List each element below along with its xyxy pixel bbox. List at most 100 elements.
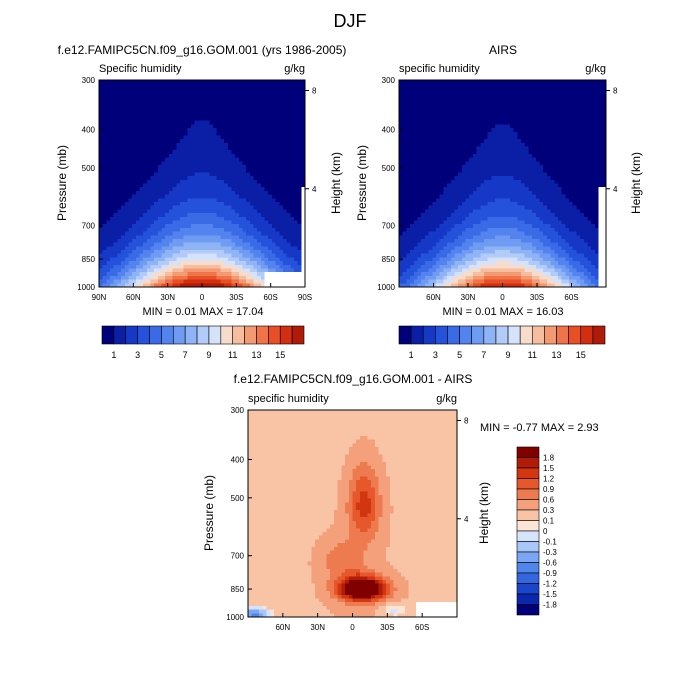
contour-cell xyxy=(106,268,111,273)
contour-cell xyxy=(235,209,240,214)
contour-cell xyxy=(428,139,433,144)
contour-cell xyxy=(598,131,603,137)
contour-cell xyxy=(113,268,118,273)
contour-cell xyxy=(594,183,600,188)
contour-cell xyxy=(176,279,181,284)
contour-cell xyxy=(143,279,148,284)
contour-cell xyxy=(495,131,500,137)
contour-cell xyxy=(198,142,203,148)
contour-cell xyxy=(264,235,269,240)
contour-cell xyxy=(227,235,233,240)
contour-cell xyxy=(286,179,291,185)
contour-cell xyxy=(447,172,452,177)
contour-cell xyxy=(275,80,280,85)
contour-cell xyxy=(301,213,306,218)
contour-cell xyxy=(268,190,273,196)
contour-cell xyxy=(410,183,415,188)
contour-cell xyxy=(102,98,107,103)
contour-cell xyxy=(561,176,566,181)
contour-cell xyxy=(227,116,233,122)
contour-cell xyxy=(224,194,229,199)
contour-cell xyxy=(260,168,266,174)
contour-cell xyxy=(580,179,585,185)
contour-cell xyxy=(202,98,207,103)
contour-cell xyxy=(128,187,133,192)
contour-cell xyxy=(439,98,444,103)
contour-cell xyxy=(194,168,199,174)
contour-cell xyxy=(235,227,240,233)
contour-cell xyxy=(154,227,159,233)
contour-cell xyxy=(168,279,174,284)
contour-cell xyxy=(286,113,291,118)
contour-cell xyxy=(286,124,291,129)
contour-cell xyxy=(428,153,433,159)
contour-cell xyxy=(290,94,295,100)
contour-cell xyxy=(157,142,163,148)
contour-cell xyxy=(509,157,515,162)
contour-cell xyxy=(106,209,111,214)
contour-cell xyxy=(113,116,118,122)
contour-cell xyxy=(399,131,404,137)
contour-cell xyxy=(235,250,240,255)
contour-cell xyxy=(260,209,266,214)
contour-cell xyxy=(121,91,126,96)
contour-cell xyxy=(491,157,496,162)
contour-cell xyxy=(286,161,291,166)
contour-cell xyxy=(576,131,581,137)
y2-tick-label: 8 xyxy=(312,87,317,96)
contour-cell xyxy=(168,242,174,247)
contour-cell xyxy=(135,264,141,270)
contour-cell xyxy=(157,113,163,118)
contour-cell xyxy=(205,183,210,188)
contour-cell xyxy=(213,120,218,125)
contour-cell xyxy=(293,120,299,125)
contour-cell xyxy=(161,190,166,196)
contour-cell xyxy=(443,128,448,133)
contour-cell xyxy=(135,198,141,203)
contour-cell xyxy=(110,168,115,174)
contour-cell xyxy=(454,116,459,122)
contour-cell xyxy=(469,102,474,107)
contour-cell xyxy=(110,150,115,155)
contour-cell xyxy=(190,168,196,174)
contour-cell xyxy=(132,275,137,281)
contour-cell xyxy=(128,201,133,207)
contour-cell xyxy=(117,283,122,288)
contour-cell xyxy=(528,135,533,140)
contour-cell xyxy=(428,80,433,85)
contour-cell xyxy=(476,116,481,122)
contour-cell xyxy=(583,176,589,181)
contour-cell xyxy=(554,165,559,170)
contour-cell xyxy=(135,201,141,207)
contour-cell xyxy=(279,98,284,103)
contour-cell xyxy=(402,165,407,170)
contour-cell xyxy=(235,157,240,162)
contour-cell xyxy=(113,83,118,88)
contour-cell xyxy=(532,187,537,192)
contour-cell xyxy=(143,94,148,100)
panel-subtitle-right: g/kg xyxy=(284,63,305,75)
contour-cell xyxy=(183,131,188,137)
contour-cell xyxy=(231,187,236,192)
contour-cell xyxy=(476,124,481,129)
contour-cell xyxy=(520,165,526,170)
contour-cell xyxy=(209,131,214,137)
contour-cell xyxy=(450,172,456,177)
contour-cell xyxy=(506,168,511,174)
contour-cell xyxy=(301,231,306,236)
contour-cell xyxy=(399,142,404,148)
contour-cell xyxy=(121,83,126,88)
contour-cell xyxy=(102,113,107,118)
contour-cell xyxy=(157,179,163,185)
contour-cell xyxy=(260,275,266,281)
contour-cell xyxy=(117,131,122,137)
contour-cell xyxy=(150,209,155,214)
contour-cell xyxy=(279,194,284,199)
contour-cell xyxy=(246,279,251,284)
contour-cell xyxy=(176,128,181,133)
contour-cell xyxy=(450,153,456,159)
contour-cell xyxy=(275,172,280,177)
contour-cell xyxy=(227,165,233,170)
contour-cell xyxy=(209,120,214,125)
contour-cell xyxy=(110,246,115,251)
